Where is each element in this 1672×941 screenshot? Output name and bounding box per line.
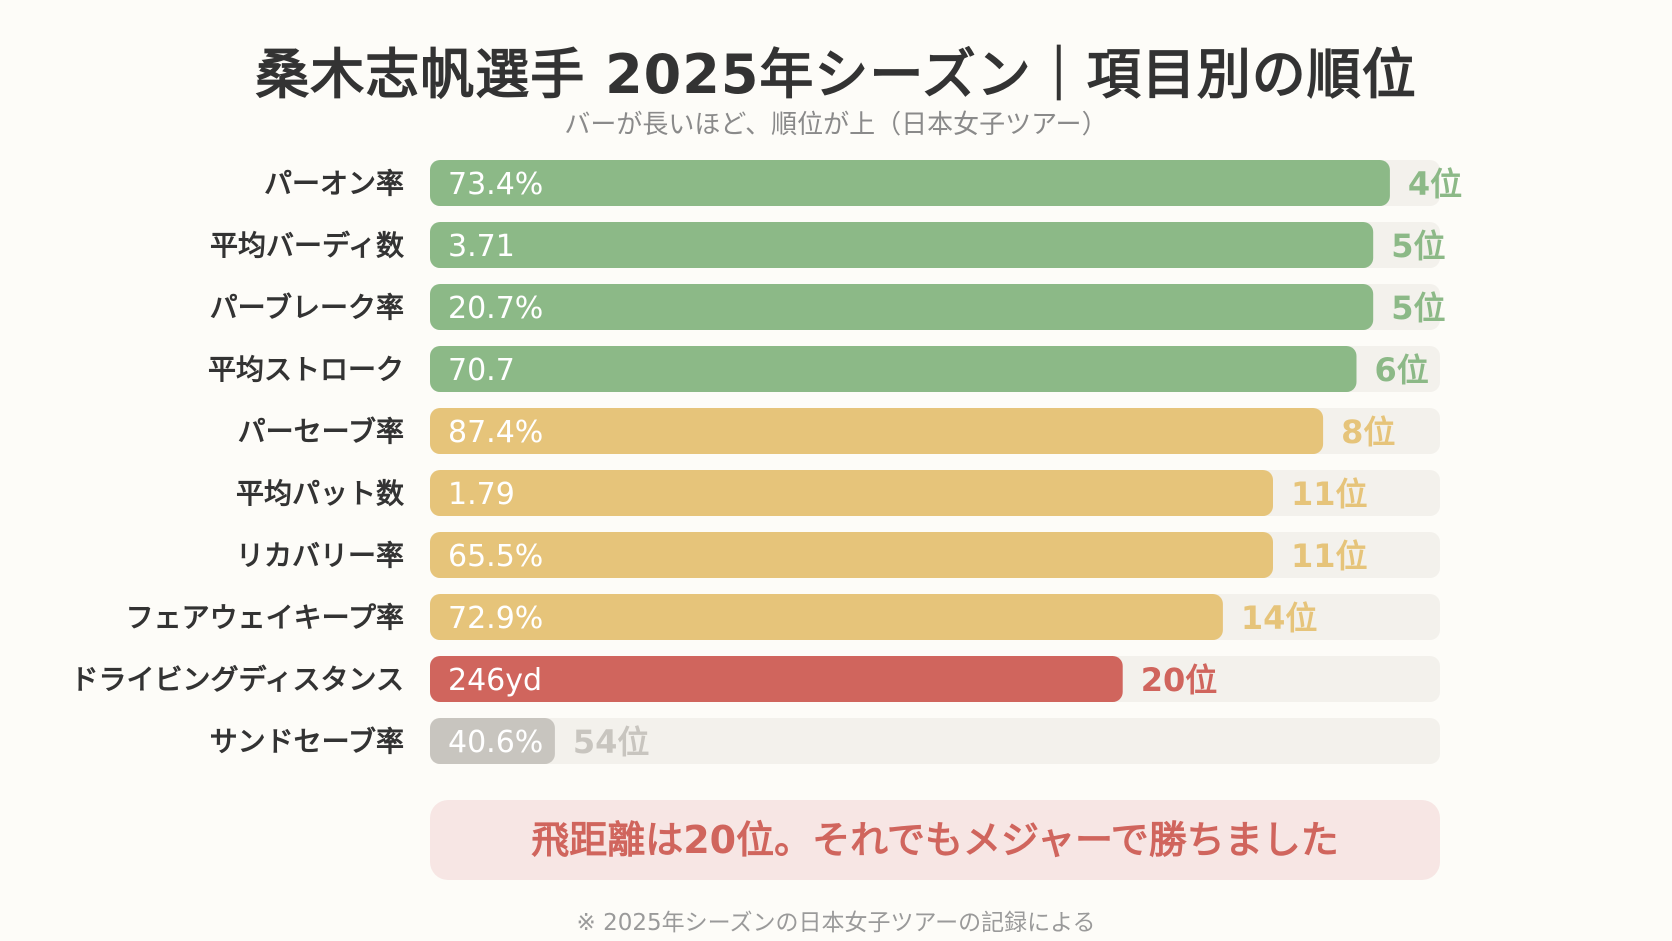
bar bbox=[430, 284, 1374, 330]
category-label: パーセーブ率 bbox=[238, 415, 404, 448]
value-label: 246yd bbox=[448, 663, 542, 698]
category-label: 平均バーディ数 bbox=[210, 229, 405, 262]
bar bbox=[430, 532, 1273, 578]
bar bbox=[430, 222, 1374, 268]
value-label: 72.9% bbox=[448, 601, 543, 636]
bar bbox=[430, 470, 1273, 516]
category-label: 平均ストローク bbox=[208, 353, 404, 386]
category-label: フェアウェイキープ率 bbox=[126, 601, 404, 634]
rank-label: 5位 bbox=[1391, 227, 1445, 265]
value-label: 20.7% bbox=[448, 291, 543, 326]
bar bbox=[430, 594, 1223, 640]
value-label: 40.6% bbox=[448, 725, 543, 760]
category-label: リカバリー率 bbox=[236, 539, 404, 572]
footnote: ※ 2025年シーズンの日本女子ツアーの記録による bbox=[576, 910, 1096, 936]
rank-label: 54位 bbox=[573, 723, 650, 761]
value-label: 65.5% bbox=[448, 539, 543, 574]
rank-label: 20位 bbox=[1141, 661, 1218, 699]
rank-label: 8位 bbox=[1341, 413, 1395, 451]
category-label: サンドセーブ率 bbox=[210, 725, 404, 758]
bar bbox=[430, 718, 555, 764]
rank-label: 11位 bbox=[1291, 475, 1368, 513]
value-label: 70.7 bbox=[448, 353, 515, 388]
chart-subtitle: バーが長いほど、順位が上（日本女子ツアー） bbox=[564, 110, 1108, 140]
bar-track bbox=[430, 718, 1440, 764]
rank-label: 14位 bbox=[1241, 599, 1318, 637]
rank-label: 4位 bbox=[1408, 165, 1462, 203]
value-label: 3.71 bbox=[448, 229, 515, 264]
bar bbox=[430, 408, 1324, 454]
category-label: 平均パット数 bbox=[236, 477, 405, 510]
category-label: パーオン率 bbox=[264, 167, 404, 200]
value-label: 87.4% bbox=[448, 415, 543, 450]
chart-title: 桑木志帆選手 2025年シーズン｜項目別の順位 bbox=[255, 43, 1417, 106]
callout-box: 飛距離は20位。それでもメジャーで勝ちました bbox=[430, 800, 1440, 880]
rank-label: 5位 bbox=[1391, 289, 1445, 327]
value-label: 73.4% bbox=[448, 167, 543, 202]
rank-label: 11位 bbox=[1291, 537, 1368, 575]
bar bbox=[430, 160, 1390, 206]
category-label: ドライビングディスタンス bbox=[71, 663, 404, 696]
value-label: 1.79 bbox=[448, 477, 515, 512]
bar bbox=[430, 656, 1123, 702]
category-label: パーブレーク率 bbox=[210, 291, 404, 324]
bar bbox=[430, 346, 1357, 392]
rank-label: 6位 bbox=[1375, 351, 1429, 389]
